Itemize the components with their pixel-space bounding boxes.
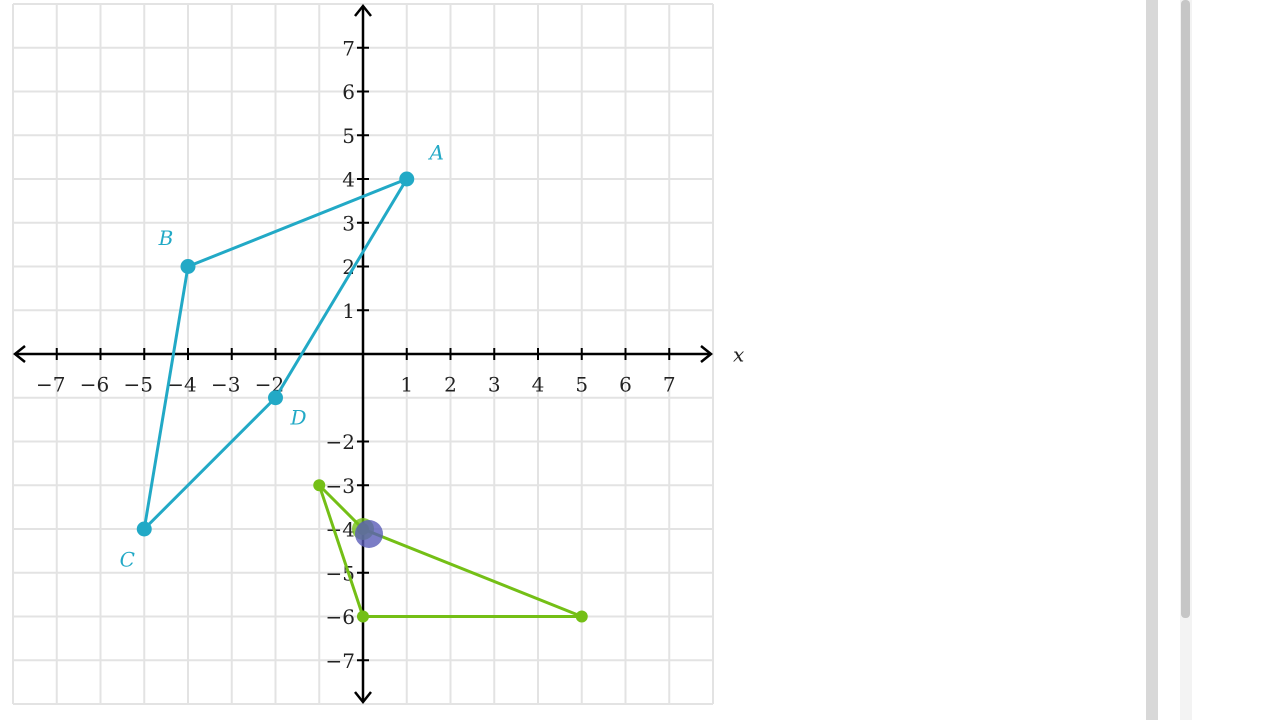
x-tick-label: 6 [619,373,632,397]
cursor-highlight [355,520,383,548]
y-tick-label: 7 [342,36,355,60]
x-tick-label: −5 [124,373,153,397]
scrollbar-thumb[interactable] [1181,0,1190,618]
vertex-label: D [289,405,306,429]
y-tick-label: 3 [342,211,355,235]
vertex-label: B [158,226,174,250]
axis-arrow [354,3,372,17]
y-tick-label: 5 [342,124,355,148]
y-tick-label: 6 [342,80,355,104]
vertex-point [313,479,326,492]
x-tick-label: −4 [167,373,196,397]
x-tick-label: 3 [488,373,501,397]
x-axis-label: x [733,343,744,367]
x-tick-label: −6 [80,373,109,397]
y-tick-label: −2 [326,430,355,454]
x-tick-label: 4 [532,373,545,397]
x-tick-label: 2 [444,373,457,397]
vertex-point [575,610,588,623]
y-tick-label: −6 [326,605,355,629]
axis-arrow [700,345,714,363]
y-tick-label: −3 [326,474,355,498]
x-tick-label: 5 [575,373,588,397]
vertex-label: A [428,141,444,165]
vertex-point [357,610,369,623]
y-tick-label: 4 [342,168,355,192]
x-tick-label: −3 [211,373,240,397]
axis-arrow [354,691,372,705]
vertex-point [268,390,283,406]
y-tick-label: 1 [342,299,355,323]
vertex-label: C [120,548,135,572]
x-tick-label: 1 [400,373,413,397]
axis-arrow [12,345,26,363]
side-border [1146,0,1158,720]
vertex-point [136,521,152,537]
vertex-point [399,171,415,187]
x-tick-label: −7 [36,373,65,397]
y-tick-label: −7 [326,649,355,673]
vertex-point [180,259,196,274]
x-tick-label: 7 [663,373,676,397]
